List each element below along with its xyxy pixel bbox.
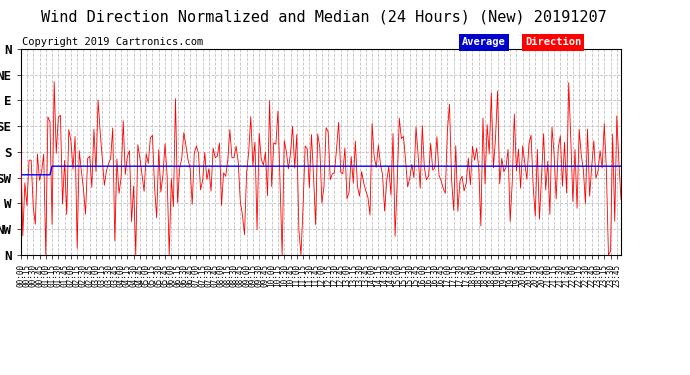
Text: Wind Direction Normalized and Median (24 Hours) (New) 20191207: Wind Direction Normalized and Median (24… [41,9,607,24]
Text: Copyright 2019 Cartronics.com: Copyright 2019 Cartronics.com [22,38,203,47]
Text: Direction: Direction [525,38,581,47]
Text: Average: Average [462,38,506,47]
